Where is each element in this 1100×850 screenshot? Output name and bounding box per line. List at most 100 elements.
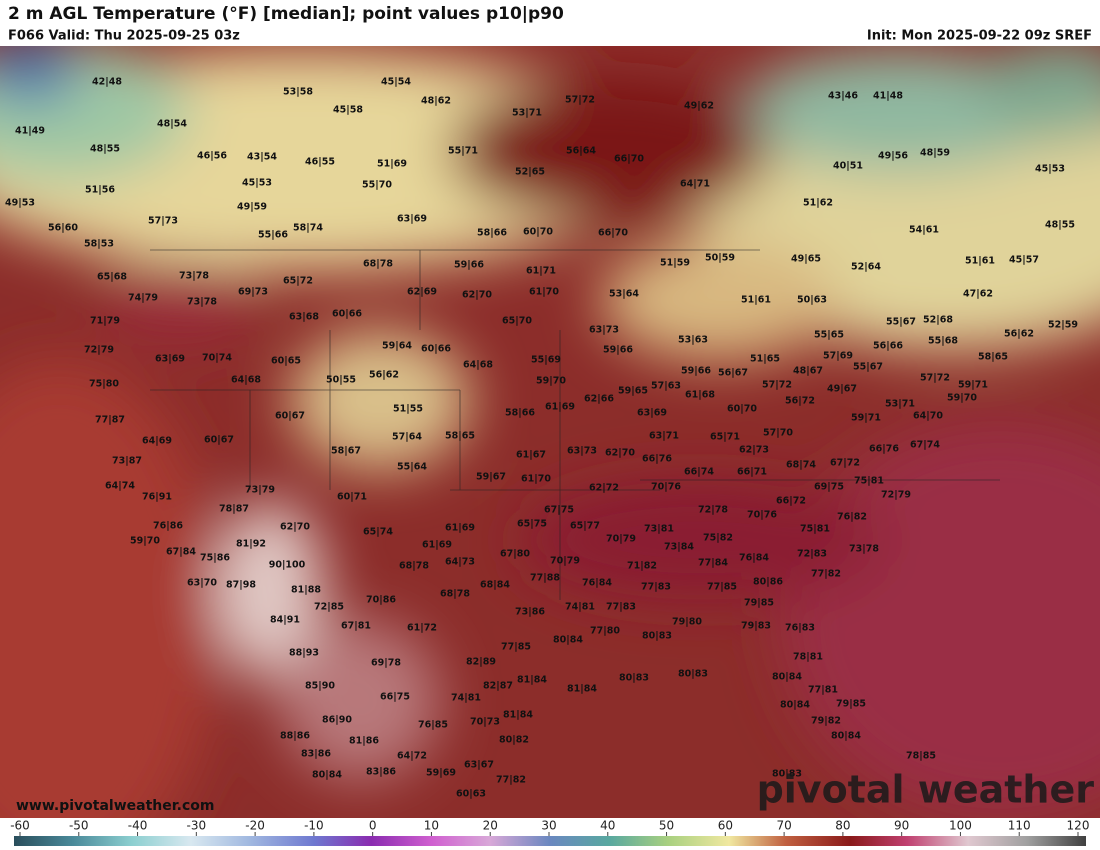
point-value: 69|75 [814, 482, 844, 493]
point-value: 90|100 [269, 560, 306, 571]
point-value: 63|69 [155, 354, 185, 365]
colorbar-tick-label: -20 [245, 819, 265, 833]
point-value: 60|66 [332, 309, 362, 320]
point-value: 57|73 [148, 216, 178, 227]
point-value: 56|66 [873, 341, 903, 352]
point-value: 80|83 [642, 631, 672, 642]
colorbar-tick-label: 0 [369, 819, 377, 833]
point-value: 72|79 [84, 345, 114, 356]
colorbar-tick-label: 60 [718, 819, 733, 833]
point-value: 64|72 [397, 751, 427, 762]
temperature-field [0, 46, 1100, 818]
point-value: 59|70 [536, 376, 566, 387]
point-value: 74|81 [565, 602, 595, 613]
colorbar-tick-label: 80 [835, 819, 850, 833]
point-value: 80|82 [499, 735, 529, 746]
point-value: 73|84 [664, 542, 694, 553]
point-value: 76|84 [582, 578, 612, 589]
point-value: 65|70 [502, 316, 532, 327]
point-value: 72|78 [698, 505, 728, 516]
point-value: 73|78 [849, 544, 879, 555]
point-value: 61|70 [521, 474, 551, 485]
point-value: 77|82 [811, 569, 841, 580]
point-value: 64|69 [142, 436, 172, 447]
point-value: 75|86 [200, 553, 230, 564]
point-value: 49|65 [791, 254, 821, 265]
point-value: 50|59 [705, 253, 735, 264]
point-value: 59|71 [851, 413, 881, 424]
point-value: 53|58 [283, 87, 313, 98]
point-value: 66|72 [776, 496, 806, 507]
point-value: 58|53 [84, 239, 114, 250]
point-value: 77|83 [606, 602, 636, 613]
point-value: 80|84 [780, 700, 810, 711]
point-value: 75|81 [800, 524, 830, 535]
colorbar-tick-label: -10 [304, 819, 324, 833]
point-value: 55|71 [448, 146, 478, 157]
map-title: 2 m AGL Temperature (°F) [median]; point… [8, 4, 564, 24]
point-value: 62|66 [584, 394, 614, 405]
point-value: 88|93 [289, 648, 319, 659]
point-value: 59|67 [476, 472, 506, 483]
point-value: 77|85 [707, 582, 737, 593]
point-value: 59|66 [681, 366, 711, 377]
point-value: 66|75 [380, 692, 410, 703]
point-value: 68|84 [480, 580, 510, 591]
point-value: 51|61 [741, 295, 771, 306]
point-value: 62|73 [739, 445, 769, 456]
point-value: 77|88 [530, 573, 560, 584]
point-value: 63|69 [637, 408, 667, 419]
point-value: 81|88 [291, 585, 321, 596]
point-value: 67|81 [341, 621, 371, 632]
point-value: 51|69 [377, 159, 407, 170]
point-values: 42|48 53|58 45|54 48|62 45|58 53|71 57|72 49|62… [5, 77, 1078, 800]
point-value: 64|73 [445, 557, 475, 568]
point-value: 48|55 [90, 144, 120, 155]
point-value: 51|61 [965, 256, 995, 267]
point-value: 62|69 [407, 287, 437, 298]
point-value: 59|66 [454, 260, 484, 271]
point-value: 67|72 [830, 458, 860, 469]
point-value: 75|82 [703, 533, 733, 544]
point-value: 65|71 [710, 432, 740, 443]
point-value: 73|78 [179, 271, 209, 282]
point-value: 49|53 [5, 198, 35, 209]
point-value: 61|69 [545, 402, 575, 413]
point-value: 48|55 [1045, 220, 1075, 231]
colorbar-tick-label: -40 [128, 819, 148, 833]
point-value: 66|74 [684, 467, 714, 478]
point-value: 79|83 [741, 621, 771, 632]
point-value: 80|83 [619, 673, 649, 684]
point-value: 55|67 [886, 317, 916, 328]
point-value: 82|87 [483, 681, 513, 692]
point-value: 67|80 [500, 549, 530, 560]
point-value: 76|82 [837, 512, 867, 523]
point-value: 65|68 [97, 272, 127, 283]
point-value: 60|67 [275, 411, 305, 422]
point-value: 83|86 [301, 749, 331, 760]
point-value: 60|67 [204, 435, 234, 446]
colorbar-tick-label: 120 [1067, 819, 1090, 833]
point-value: 63|70 [187, 578, 217, 589]
point-value: 80|83 [678, 669, 708, 680]
point-value: 57|70 [763, 428, 793, 439]
point-value: 67|75 [544, 505, 574, 516]
point-value: 77|84 [698, 558, 728, 569]
point-value: 46|56 [197, 151, 227, 162]
point-value: 43|46 [828, 91, 858, 102]
point-value: 61|69 [422, 540, 452, 551]
colorbar-ticks: -60 -50 -40 -30 -20 -10 0 10 20 30 40 50 60 70 80 90 100… [10, 819, 1090, 836]
point-value: 45|53 [242, 178, 272, 189]
point-value: 61|72 [407, 623, 437, 634]
point-value: 77|80 [590, 626, 620, 637]
point-value: 69|73 [238, 287, 268, 298]
point-value: 60|70 [727, 404, 757, 415]
point-value: 57|69 [823, 351, 853, 362]
colorbar-tick-label: 40 [600, 819, 615, 833]
point-value: 78|81 [793, 652, 823, 663]
point-value: 80|84 [831, 731, 861, 742]
point-value: 70|79 [550, 556, 580, 567]
point-value: 60|63 [456, 789, 486, 800]
valid-time: F066 Valid: Thu 2025-09-25 03z [8, 29, 240, 44]
